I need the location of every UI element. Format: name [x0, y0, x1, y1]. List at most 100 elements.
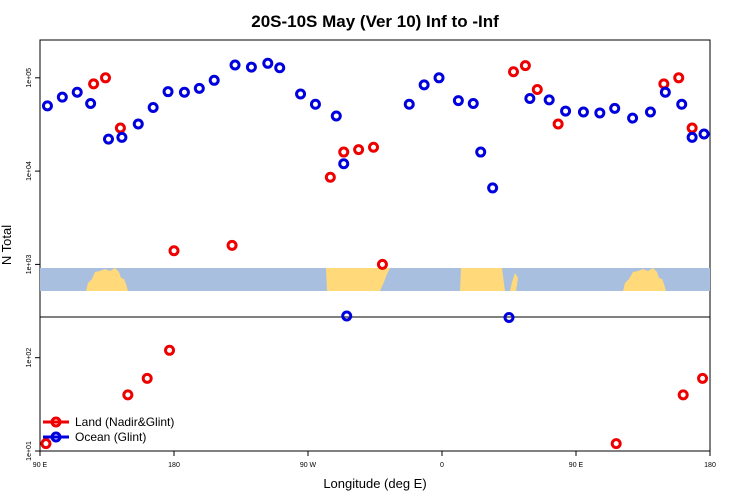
point-1-1 [56, 91, 68, 103]
series-0 [40, 60, 723, 450]
point-0-7 [353, 144, 365, 156]
upper-panel [39, 39, 711, 318]
y-tick-label-2: 1e+03 [26, 254, 33, 274]
point-0-16 [686, 122, 698, 134]
point-0-15 [673, 72, 685, 84]
land-australia-left [86, 268, 128, 291]
legend-marker-ocean [50, 431, 62, 443]
point-0-11 [519, 60, 531, 72]
point-0-14 [658, 78, 670, 90]
point-1-36 [644, 106, 656, 118]
land-south-america [326, 268, 390, 291]
x-axis-label: Longitude (deg E) [323, 476, 426, 491]
point-1-17 [309, 98, 321, 110]
point-1-18 [330, 110, 342, 122]
point-1-14 [262, 57, 274, 69]
point-0-1 [100, 72, 112, 84]
y-tick-label-3: 1e+04 [26, 161, 33, 181]
land-ocean-map-strip [40, 268, 710, 291]
series-1 [41, 57, 742, 323]
point-1-35 [627, 112, 639, 124]
point-1-15 [274, 62, 286, 74]
x-tick-label-4: 90 E [569, 462, 584, 469]
point-1-40 [698, 128, 710, 140]
point-0-6 [338, 146, 350, 158]
point-1-42 [734, 98, 742, 106]
point-1-21 [403, 98, 415, 110]
point-1-12 [229, 59, 241, 71]
lower-panel [39, 316, 711, 452]
point-0-4 [226, 239, 238, 251]
land-australia-right [623, 268, 666, 291]
land-madagascar [510, 273, 518, 291]
x-tick-label-1: 180 [168, 462, 180, 469]
point-1-37 [659, 86, 671, 98]
point-0-23 [697, 372, 709, 384]
legend-marker-land [50, 416, 62, 428]
point-1-29 [524, 92, 536, 104]
point-1-19 [338, 158, 350, 170]
point-1-26 [475, 146, 487, 158]
y-axis-label: N Total [0, 225, 14, 265]
legend: Land (Nadir&Glint) Ocean (Glint) [43, 415, 174, 444]
point-1-28 [503, 311, 515, 323]
point-0-19 [141, 372, 153, 384]
point-0-17 [40, 438, 52, 450]
chart-title: 20S-10S May (Ver 10) Inf to -Inf [251, 12, 499, 31]
point-0-24 [715, 346, 723, 354]
point-0-8 [368, 141, 380, 153]
point-0-20 [164, 344, 176, 356]
y-tick-label-0: 1e+01 [26, 441, 33, 461]
point-1-7 [147, 102, 159, 114]
point-1-20 [341, 310, 353, 322]
x-tick-label-5: 180 [704, 462, 716, 469]
point-0-12 [531, 83, 543, 95]
point-1-25 [467, 98, 479, 110]
point-0-2 [114, 122, 126, 134]
point-1-11 [208, 74, 220, 86]
lower-panel-frame [39, 316, 711, 452]
point-0-22 [677, 389, 689, 401]
point-0-21 [610, 438, 622, 450]
point-1-16 [295, 88, 307, 100]
point-1-0 [41, 100, 53, 112]
point-1-30 [543, 94, 555, 106]
point-1-3 [85, 98, 97, 110]
point-1-13 [245, 61, 257, 73]
point-0-18 [122, 389, 134, 401]
point-1-41 [719, 115, 727, 123]
x-tick-label-3: 0 [440, 462, 444, 469]
point-1-38 [676, 98, 688, 110]
legend-label-land: Land (Nadir&Glint) [75, 415, 174, 429]
point-1-34 [609, 102, 621, 114]
point-1-31 [560, 105, 572, 117]
point-0-10 [507, 66, 519, 78]
x-tick-label-2: 90 W [300, 462, 317, 469]
point-0-13 [552, 118, 564, 130]
point-0-0 [88, 78, 100, 90]
point-1-9 [178, 86, 190, 98]
point-1-24 [452, 95, 464, 107]
point-1-6 [132, 118, 144, 130]
point-1-39 [686, 131, 698, 143]
data-points [40, 57, 742, 450]
y-axis: 1e+01 1e+02 1e+03 1e+04 1e+05 [26, 68, 40, 461]
point-0-5 [324, 171, 336, 183]
y-tick-label-1: 1e+02 [26, 348, 33, 368]
point-1-2 [71, 86, 83, 98]
point-1-33 [594, 107, 606, 119]
point-1-10 [193, 82, 205, 94]
x-axis: 90 E 180 90 W 0 90 E 180 [33, 451, 716, 469]
point-0-3 [168, 245, 180, 257]
point-1-27 [487, 182, 499, 194]
x-tick-label-0: 90 E [33, 462, 48, 469]
legend-label-ocean: Ocean (Glint) [75, 430, 146, 444]
point-1-5 [116, 131, 128, 143]
point-1-4 [102, 133, 114, 145]
point-1-8 [162, 86, 174, 98]
point-1-32 [577, 106, 589, 118]
point-1-22 [418, 79, 430, 91]
point-1-23 [433, 72, 445, 84]
point-0-9 [376, 258, 388, 270]
